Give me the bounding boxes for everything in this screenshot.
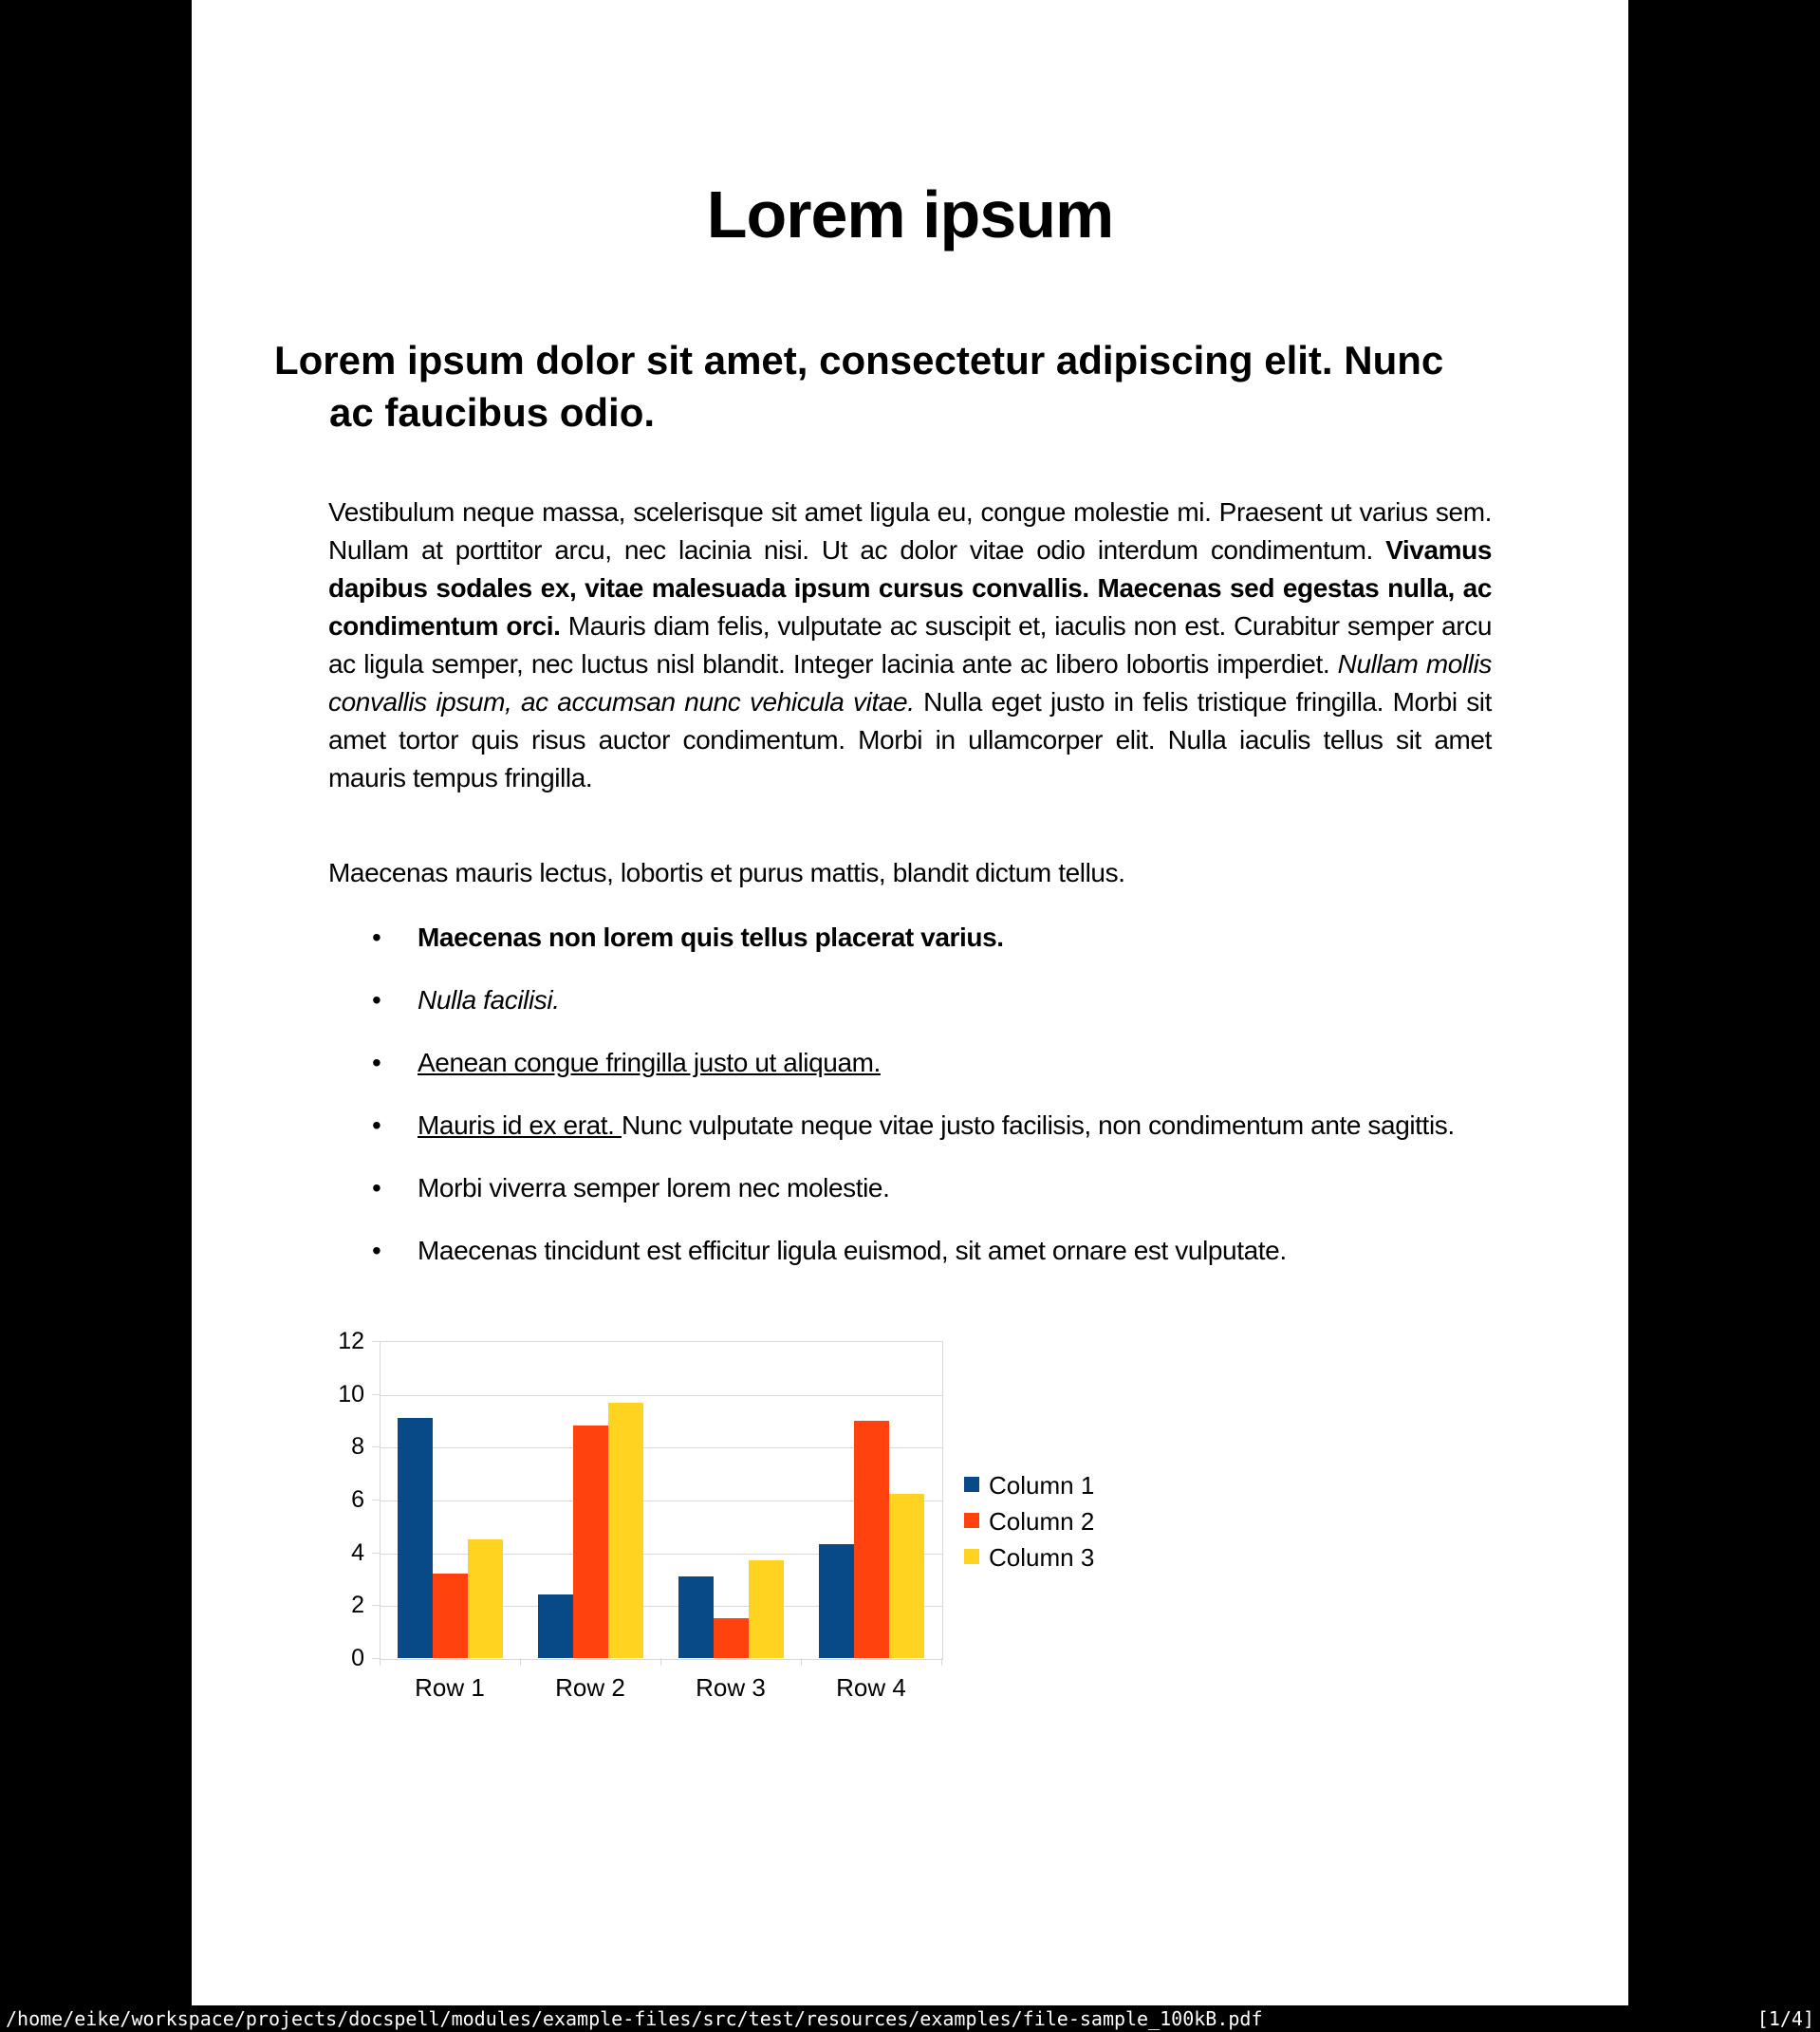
y-axis-tick-mark — [372, 1446, 380, 1448]
text-run: Mauris id ex erat. — [418, 1110, 622, 1140]
list-item: • Mauris id ex erat. Nunc vulputate neque… — [328, 1107, 1492, 1145]
x-axis-category-label: Row 1 — [415, 1673, 485, 1702]
sub-paragraph: Maecenas mauris lectus, lobortis et puru… — [328, 858, 1125, 887]
bar-column-3-row-1 — [467, 1538, 503, 1658]
y-axis-tick-mark — [372, 1605, 380, 1607]
y-axis-tick-label: 12 — [338, 1328, 364, 1354]
legend-swatch — [964, 1477, 979, 1492]
list-item: • Maecenas tincidunt est efficitur ligula… — [328, 1232, 1492, 1270]
text-run: Nulla eget justo in felis tristique frin… — [328, 687, 1492, 792]
text-run: Aenean congue fringilla justo ut aliquam… — [418, 1048, 881, 1077]
bullet-icon: • — [372, 985, 381, 1015]
y-axis-tick-mark — [372, 1500, 380, 1501]
y-axis-tick-label: 4 — [351, 1538, 364, 1566]
bullet-icon: • — [372, 1110, 381, 1140]
status-bar: /home/eike/workspace/projects/docspell/m… — [0, 2005, 1820, 2032]
bar-column-3-row-4 — [888, 1494, 924, 1658]
y-axis-tick-label: 8 — [351, 1433, 364, 1461]
bar-column-1-row-2 — [537, 1594, 573, 1658]
y-axis-tick-mark — [372, 1393, 380, 1395]
y-axis-tick-mark — [372, 1658, 380, 1659]
x-axis-tick-mark — [520, 1658, 521, 1666]
text-run: Maecenas tincidunt est efficitur ligula … — [418, 1236, 1287, 1265]
x-axis-category-label: Row 4 — [836, 1673, 906, 1702]
list-item: • Aenean congue fringilla justo ut aliqua… — [328, 1044, 1492, 1082]
intro-paragraph: Vestibulum neque massa, scelerisque sit … — [328, 494, 1492, 797]
legend-swatch — [964, 1513, 979, 1528]
bullet-icon: • — [372, 1048, 381, 1077]
bullet-icon: • — [372, 1236, 381, 1265]
gridline — [381, 1606, 942, 1608]
gridline — [381, 1553, 942, 1555]
x-axis-category-label: Row 3 — [696, 1673, 766, 1702]
bar-chart: 0 2 4 6 8 10 12 Row 1 Row 2 Row 3 Row 4 Column 1 Col… — [192, 1324, 1628, 1732]
bar-column-2-row-4 — [853, 1420, 889, 1658]
bullet-list: • Maecenas non lorem quis tellus placerat… — [328, 919, 1492, 1295]
page-indicator: [1/4] — [1756, 2007, 1814, 2030]
text-run: Nulla facilisi. — [418, 985, 560, 1015]
text-run: Morbi viverra semper lorem nec molestie. — [418, 1173, 890, 1202]
bar-column-2-row-2 — [572, 1426, 608, 1658]
legend-label: Column 2 — [989, 1507, 1095, 1536]
bar-column-2-row-3 — [713, 1618, 749, 1658]
bar-column-3-row-3 — [748, 1560, 784, 1658]
y-axis-tick-label: 2 — [351, 1592, 364, 1619]
text-run: Nullam mollis convallis ipsum, ac accums… — [328, 649, 1492, 717]
y-axis-tick-label: 10 — [338, 1380, 364, 1407]
gridline — [381, 1447, 942, 1449]
text-run: Mauris diam felis, vulputate ac suscipit… — [328, 611, 1492, 679]
bar-column-2-row-1 — [432, 1573, 468, 1658]
gridline — [381, 1394, 942, 1396]
text-run: Maecenas non lorem quis tellus placerat … — [418, 923, 1004, 952]
bullet-icon: • — [372, 1173, 381, 1202]
text-run: Vivamus dapibus sodales ex, vitae malesu… — [328, 535, 1492, 641]
y-axis-tick-mark — [372, 1341, 380, 1342]
text-run: Vestibulum neque massa, scelerisque sit … — [328, 497, 1492, 565]
bar-column-1-row-3 — [678, 1575, 714, 1658]
bullet-icon: • — [372, 923, 381, 952]
bar-column-3-row-2 — [607, 1403, 643, 1658]
y-axis-tick-label: 6 — [351, 1486, 364, 1513]
y-axis-tick-label: 0 — [351, 1645, 364, 1671]
legend-label: Column 3 — [989, 1543, 1095, 1572]
list-item: • Maecenas non lorem quis tellus placerat… — [328, 919, 1492, 957]
y-axis-tick-mark — [372, 1552, 380, 1554]
file-path: /home/eike/workspace/projects/docspell/m… — [6, 2007, 1263, 2030]
legend-swatch — [964, 1549, 979, 1564]
bar-column-1-row-1 — [397, 1417, 433, 1658]
x-axis-tick-mark — [660, 1658, 661, 1666]
document-heading: Lorem ipsum dolor sit amet, consectetur … — [274, 338, 1444, 435]
text-run: Nunc vulputate neque vitae justo facilis… — [621, 1110, 1455, 1140]
x-axis-category-label: Row 2 — [555, 1673, 625, 1702]
list-item: • Nulla facilisi. — [328, 981, 1492, 1019]
x-axis-tick-mark — [941, 1658, 942, 1666]
list-item: • Morbi viverra semper lorem nec molestie… — [328, 1169, 1492, 1207]
bar-column-1-row-4 — [818, 1544, 854, 1658]
document-page[interactable]: Lorem ipsum Lorem ipsum dolor sit amet, … — [192, 0, 1628, 2005]
legend-label: Column 1 — [989, 1471, 1095, 1500]
x-axis-tick-mark — [380, 1658, 381, 1666]
document-title: Lorem ipsum — [706, 177, 1115, 252]
x-axis-tick-mark — [801, 1658, 802, 1666]
